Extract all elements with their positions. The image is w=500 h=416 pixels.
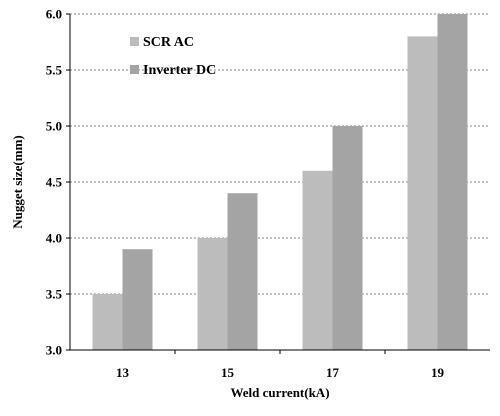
bar-scr-ac-13 (92, 294, 123, 350)
x-tick-label: 19 (431, 365, 445, 380)
legend-label-scr-ac: SCR AC (143, 35, 194, 50)
bar-inverter-dc-19 (437, 14, 468, 350)
bars (92, 14, 468, 351)
y-tick-label: 6.0 (46, 7, 62, 22)
x-tick-label: 13 (116, 365, 130, 380)
y-tick-label: 3.5 (46, 287, 63, 302)
legend-label-inverter-dc: Inverter DC (143, 63, 216, 78)
y-tick-labels: 3.0 3.5 4.0 4.5 5.0 5.5 6.0 (46, 7, 70, 358)
bar-scr-ac-15 (197, 238, 228, 350)
x-tick-label: 15 (221, 365, 235, 380)
bar-inverter-dc-15 (227, 193, 258, 350)
legend-swatch-scr-ac (130, 37, 139, 46)
bar-scr-ac-19 (407, 36, 438, 351)
y-tick-label: 5.5 (46, 63, 63, 78)
y-tick-label: 5.0 (46, 119, 62, 134)
y-tick-label: 4.0 (46, 231, 62, 246)
y-tick-label: 4.5 (46, 175, 63, 190)
y-axis-title: Nugget size(mm) (10, 135, 25, 229)
x-tick-labels: 13 15 17 19 (116, 350, 445, 380)
legend: SCR AC Inverter DC (130, 35, 216, 78)
x-tick-label: 17 (326, 365, 340, 380)
bar-scr-ac-17 (302, 170, 333, 350)
bar-inverter-dc-17 (332, 126, 363, 350)
legend-swatch-inverter-dc (130, 65, 139, 74)
y-tick-label: 3.0 (46, 343, 62, 358)
bar-inverter-dc-13 (122, 249, 153, 350)
x-axis-title: Weld current(kA) (230, 385, 329, 400)
